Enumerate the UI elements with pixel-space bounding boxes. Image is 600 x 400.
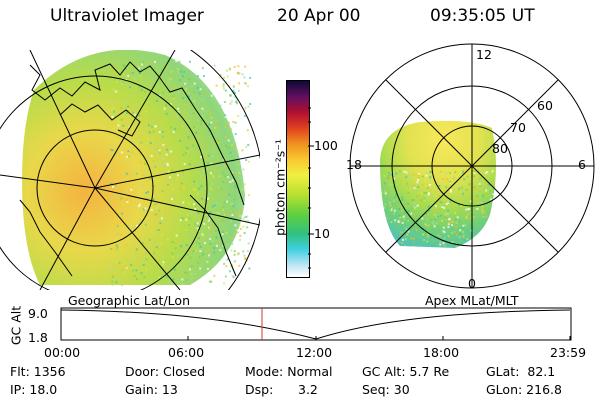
polar-plot [349, 43, 595, 289]
aurora-image-disk [22, 50, 245, 285]
time-label: 09:35:05 UT [430, 6, 535, 26]
altitude-curve [60, 309, 571, 340]
mlt-label-18: 18 [346, 157, 362, 172]
mlt-label-12: 12 [476, 47, 492, 62]
glat-value: GLat: 82.1 [486, 364, 556, 379]
mode-value: Mode: Normal [245, 364, 333, 379]
flight-number: Flt: 1356 [10, 364, 66, 379]
sequence-value: Seq: 30 [362, 382, 410, 397]
x-tick-1200: 12:00 [296, 345, 333, 360]
geo-grid [0, 50, 260, 290]
dsp-value: 3.2 [298, 382, 318, 397]
colorbar-tick-100: 100 [314, 138, 338, 153]
apex-caption: Apex MLat/MLT [425, 293, 519, 308]
colorbar [286, 80, 310, 278]
date-label: 20 Apr 00 [277, 6, 361, 26]
x-tick-2359: 23:59 [550, 345, 587, 360]
lat-label-60: 60 [537, 98, 553, 113]
instrument-title: Ultraviolet Imager [50, 6, 204, 26]
ip-value: IP: 18.0 [10, 382, 58, 397]
gc-alt-value: GC Alt: 5.7 Re [362, 364, 450, 379]
image-noise-speckle [110, 60, 252, 287]
coastline [19, 61, 245, 277]
door-status: Door: Closed [125, 364, 206, 379]
colorbar-ticks [308, 107, 314, 269]
geographic-caption: Geographic Lat/Lon [68, 293, 190, 308]
lat-label-80: 80 [492, 141, 508, 156]
colorbar-units-label: photon cm⁻²s⁻¹ [272, 139, 288, 236]
colorbar-tick-10: 10 [314, 226, 330, 241]
altitude-timeline-plot [60, 307, 572, 341]
mlt-label-6: 6 [578, 157, 586, 172]
x-tick-0000: 00:00 [44, 345, 81, 360]
gc-alt-axis-label: GC Alt [8, 305, 24, 346]
x-tick-1800: 18:00 [423, 345, 460, 360]
y-tick-9: 9.0 [28, 306, 48, 321]
glon-value: GLon: 216.8 [486, 382, 562, 397]
y-tick-1-8: 1.8 [28, 330, 48, 345]
polar-aurora-image [380, 120, 496, 248]
dsp-label: Dsp: [245, 382, 274, 397]
polar-grid [349, 43, 595, 289]
x-tick-0600: 06:00 [168, 345, 205, 360]
lat-label-70: 70 [510, 120, 526, 135]
geographic-image-panel [0, 50, 260, 290]
mlt-label-0: 0 [468, 276, 476, 291]
gain-value: Gain: 13 [125, 382, 178, 397]
